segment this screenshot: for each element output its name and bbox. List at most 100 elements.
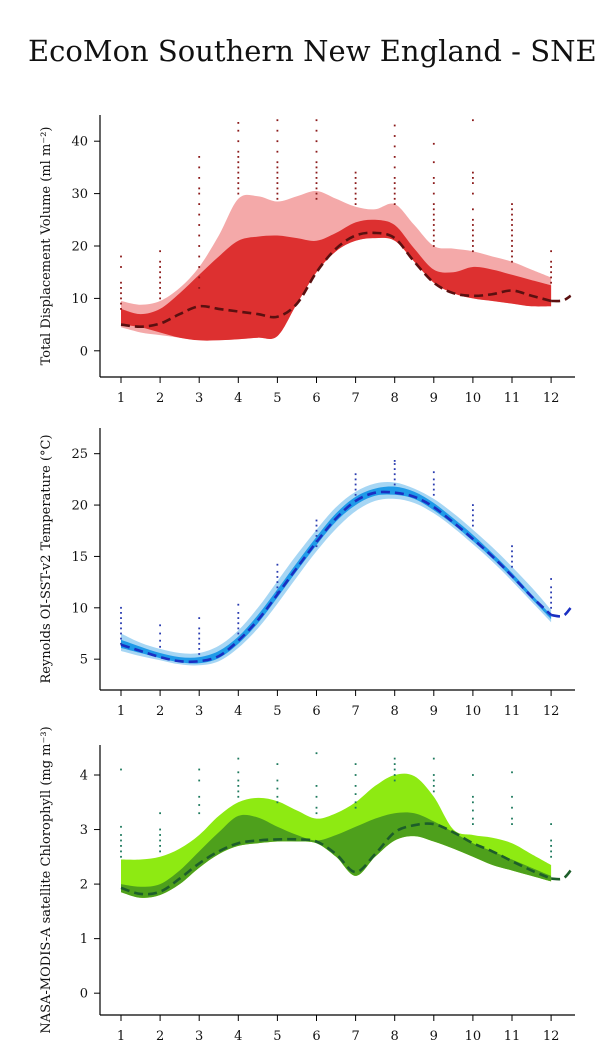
data-point bbox=[432, 224, 435, 226]
data-point bbox=[198, 632, 201, 635]
data-point bbox=[393, 203, 396, 205]
observation-points bbox=[120, 119, 552, 310]
data-point bbox=[237, 161, 240, 164]
data-point bbox=[276, 177, 279, 179]
data-point bbox=[393, 460, 396, 462]
data-point bbox=[550, 586, 552, 589]
median-line bbox=[120, 490, 552, 664]
data-point bbox=[511, 260, 513, 263]
data-point bbox=[432, 203, 435, 205]
data-point bbox=[237, 156, 240, 158]
data-point bbox=[315, 545, 318, 548]
data-point bbox=[511, 203, 513, 205]
data-point bbox=[432, 234, 435, 237]
data-point bbox=[315, 806, 318, 809]
x-tick-label: 7 bbox=[351, 391, 359, 406]
data-point bbox=[198, 276, 201, 279]
y-tick-label: 0 bbox=[80, 344, 88, 359]
data-point bbox=[432, 142, 435, 145]
data-point bbox=[511, 823, 513, 825]
y-tick-label: 40 bbox=[71, 135, 88, 150]
data-point bbox=[472, 177, 474, 179]
data-point bbox=[120, 266, 122, 268]
y-tick-label: 1 bbox=[80, 932, 88, 947]
data-point bbox=[237, 177, 240, 179]
data-point bbox=[550, 276, 552, 279]
x-tick-label: 5 bbox=[273, 1029, 281, 1042]
data-point bbox=[159, 639, 161, 642]
data-point bbox=[276, 119, 279, 122]
data-point bbox=[315, 752, 318, 755]
data-point bbox=[511, 250, 513, 253]
data-point bbox=[550, 250, 552, 253]
data-point bbox=[276, 150, 279, 153]
data-point bbox=[276, 570, 279, 573]
data-point bbox=[550, 591, 552, 594]
y-tick-label: 4 bbox=[80, 769, 88, 784]
x-tick-label: 1 bbox=[117, 391, 125, 406]
data-point bbox=[315, 140, 318, 143]
x-tick-label: 2 bbox=[156, 704, 164, 719]
data-point bbox=[550, 271, 552, 274]
data-point bbox=[315, 535, 318, 537]
page-title: EcoMon Southern New England - SNE bbox=[28, 34, 597, 68]
y-tick-label: 10 bbox=[71, 292, 88, 307]
data-point bbox=[472, 229, 474, 232]
data-point bbox=[472, 519, 474, 522]
data-point bbox=[393, 156, 396, 158]
data-point bbox=[315, 785, 318, 787]
data-point bbox=[354, 785, 357, 787]
data-point bbox=[120, 642, 122, 645]
data-point bbox=[393, 166, 396, 169]
data-point bbox=[315, 524, 318, 527]
x-tick-label: 3 bbox=[195, 391, 203, 406]
data-point bbox=[276, 763, 279, 765]
x-tick-label: 7 bbox=[351, 704, 359, 719]
data-point bbox=[237, 192, 240, 195]
data-point bbox=[198, 653, 201, 655]
data-point bbox=[393, 763, 396, 765]
data-point bbox=[511, 560, 513, 563]
x-tick-label: 12 bbox=[543, 391, 560, 406]
data-point bbox=[393, 483, 396, 486]
data-point bbox=[432, 182, 435, 184]
data-point bbox=[237, 622, 240, 625]
median-line-extension bbox=[551, 869, 572, 881]
data-point bbox=[472, 182, 474, 184]
x-tick-label: 11 bbox=[504, 391, 521, 406]
data-point bbox=[198, 234, 201, 237]
data-point bbox=[511, 213, 513, 216]
data-point bbox=[276, 795, 279, 798]
data-point bbox=[511, 229, 513, 232]
y-axis-label: Reynolds OI-SST-v2 Temperature (°C) bbox=[39, 434, 54, 683]
data-point bbox=[237, 779, 240, 782]
data-point bbox=[393, 145, 396, 148]
x-tick-label: 3 bbox=[195, 1029, 203, 1042]
data-point bbox=[276, 192, 279, 195]
data-point bbox=[354, 488, 357, 491]
observation-points bbox=[120, 752, 552, 858]
data-point bbox=[276, 563, 279, 566]
data-point bbox=[393, 124, 396, 127]
y-tick-label: 3 bbox=[80, 823, 88, 838]
data-point bbox=[432, 779, 435, 782]
data-point bbox=[315, 197, 318, 200]
data-point bbox=[315, 177, 318, 179]
data-point bbox=[198, 156, 201, 158]
data-point bbox=[432, 478, 435, 481]
data-point bbox=[159, 250, 161, 253]
inner-band bbox=[121, 812, 552, 898]
data-point bbox=[237, 171, 240, 174]
data-point bbox=[315, 187, 318, 190]
data-point bbox=[198, 255, 201, 258]
data-point bbox=[237, 790, 240, 793]
data-point bbox=[393, 473, 396, 476]
data-point bbox=[120, 617, 122, 619]
y-tick-label: 25 bbox=[71, 447, 88, 462]
data-point bbox=[120, 297, 122, 300]
data-point bbox=[393, 757, 396, 760]
data-point bbox=[550, 850, 552, 853]
data-point bbox=[198, 266, 201, 268]
data-point bbox=[472, 239, 474, 242]
data-point bbox=[120, 637, 122, 640]
